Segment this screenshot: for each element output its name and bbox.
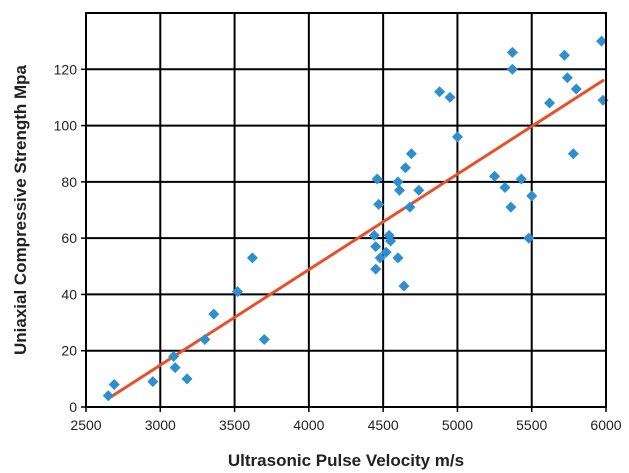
tick-labels: 2500 3000 3500 4000 4500 5000 5500 6000 0 20 40 60 8… [54, 61, 622, 433]
data-point [208, 308, 220, 320]
data-point [399, 162, 411, 174]
data-point [147, 376, 159, 388]
x-tick-label: 4000 [293, 417, 324, 433]
x-axis-title: Ultrasonic Pulse Velocity m/s [228, 451, 464, 470]
y-tick-label: 80 [61, 174, 77, 190]
data-point [489, 170, 501, 182]
data-point [404, 201, 416, 213]
x-tick-label: 5500 [516, 417, 547, 433]
data-point [506, 63, 518, 75]
data-point [374, 252, 386, 264]
data-point [232, 286, 244, 298]
data-point [370, 241, 382, 253]
data-point [526, 190, 538, 202]
data-point [181, 373, 193, 385]
y-axis-title: Uniaxial Compressive Strength Mpa [11, 64, 30, 355]
plot-frame [85, 12, 607, 408]
data-point [108, 378, 120, 390]
x-tick-label: 2500 [70, 417, 101, 433]
data-point [392, 176, 404, 188]
data-point [499, 181, 511, 193]
data-point [246, 252, 258, 264]
data-point [596, 35, 608, 47]
data-point [544, 97, 556, 109]
data-point [561, 72, 573, 84]
x-tick-label: 3000 [145, 417, 176, 433]
data-point [258, 333, 270, 345]
x-tick-label: 6000 [590, 417, 621, 433]
data-point [370, 263, 382, 275]
data-point [169, 362, 181, 374]
data-point [371, 173, 383, 185]
data-point [102, 390, 114, 402]
x-tick-label: 4500 [368, 417, 399, 433]
data-point [558, 49, 570, 61]
plot-background [86, 13, 606, 407]
x-tick-label: 3500 [219, 417, 250, 433]
trendline [106, 79, 605, 401]
data-point [570, 83, 582, 95]
data-point [451, 131, 463, 143]
data-point [444, 91, 456, 103]
data-point [413, 184, 425, 196]
data-point [505, 201, 517, 213]
data-point [199, 333, 211, 345]
data-point [515, 173, 527, 185]
y-tick-label: 20 [61, 343, 77, 359]
data-point [434, 86, 446, 98]
data-point [392, 252, 404, 264]
data-point [567, 148, 579, 160]
data-point [523, 232, 535, 244]
data-point [380, 246, 392, 258]
y-tick-label: 120 [54, 61, 78, 77]
data-point [506, 46, 518, 58]
y-tick-label: 100 [54, 118, 78, 134]
data-point [368, 229, 380, 241]
x-tick-label: 5000 [442, 417, 473, 433]
trendline-group [106, 79, 605, 401]
y-tick-label: 40 [61, 286, 77, 302]
data-point [385, 235, 397, 247]
data-point [393, 184, 405, 196]
data-point [168, 350, 180, 362]
data-point [398, 280, 410, 292]
y-tick-label: 0 [69, 399, 77, 415]
y-tick-label: 60 [61, 230, 77, 246]
data-point [405, 148, 417, 160]
data-point [373, 198, 385, 210]
